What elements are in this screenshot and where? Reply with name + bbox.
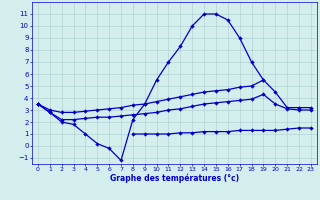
X-axis label: Graphe des températures (°c): Graphe des températures (°c) (110, 174, 239, 183)
